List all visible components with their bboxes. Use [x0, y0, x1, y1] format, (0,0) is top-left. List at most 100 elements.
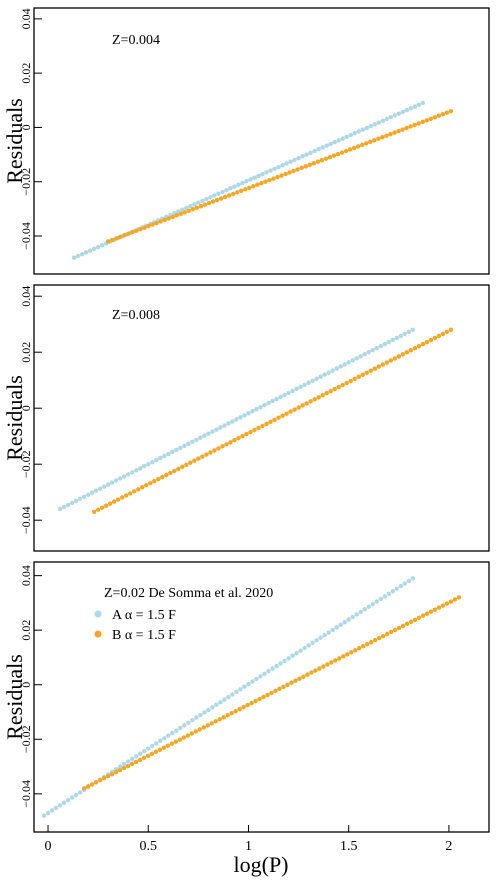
data-point-a	[310, 378, 315, 383]
data-point-b	[128, 491, 133, 496]
data-point-a	[398, 583, 404, 589]
data-point-b	[136, 487, 141, 492]
data-point-a	[284, 161, 289, 166]
data-point-b	[372, 637, 378, 643]
data-point-b	[263, 179, 268, 184]
data-point-a	[388, 115, 393, 120]
data-point-a	[188, 203, 193, 209]
data-point-a	[282, 658, 287, 664]
data-point-b	[388, 629, 394, 635]
data-point-a	[218, 425, 223, 430]
data-point-b	[436, 333, 442, 339]
data-point-b	[95, 507, 101, 512]
data-point-b	[292, 407, 297, 412]
data-point-b	[118, 234, 123, 240]
data-point-b	[192, 458, 197, 463]
data-point-b	[364, 370, 369, 375]
data-point-a	[362, 352, 367, 357]
data-point-b	[408, 348, 414, 353]
data-point-b	[408, 124, 413, 129]
data-point-a	[400, 109, 406, 115]
data-point-b	[129, 761, 135, 767]
series-a-points	[57, 327, 416, 512]
data-point-b	[206, 200, 212, 206]
series-a-points	[71, 100, 426, 260]
data-point-b	[216, 446, 221, 451]
data-point-b	[164, 472, 169, 478]
data-point-a	[354, 612, 359, 617]
data-point-a	[306, 380, 311, 385]
data-point-a	[158, 455, 163, 461]
data-point-b	[428, 116, 433, 122]
data-point-b	[293, 678, 298, 683]
data-point-b	[253, 698, 258, 704]
data-point-b	[198, 203, 204, 209]
data-point-b	[252, 427, 257, 433]
annotation: Z=0.004	[112, 33, 160, 48]
data-point-b	[229, 711, 234, 716]
data-point-b	[347, 147, 353, 152]
data-point-a	[404, 107, 410, 113]
data-point-b	[400, 623, 406, 629]
data-point-b	[296, 405, 301, 410]
data-point-a	[278, 661, 283, 666]
data-point-a	[184, 205, 189, 211]
data-point-b	[333, 658, 338, 663]
data-point-b	[303, 164, 308, 169]
data-point-a	[214, 427, 219, 432]
data-point-a	[384, 116, 389, 122]
data-point-b	[380, 362, 385, 367]
data-point-b	[343, 148, 349, 154]
data-point-b	[109, 771, 115, 777]
data-point-a	[57, 803, 63, 808]
data-point-b	[257, 696, 262, 702]
data-point-b	[352, 376, 357, 382]
data-point-b	[344, 380, 349, 386]
data-point-a	[204, 196, 209, 202]
y-ticks: −0.04 −0.02 0 0.02 0.04	[19, 286, 42, 534]
y-tick-label: −0.02	[19, 725, 33, 753]
data-point-b	[285, 682, 290, 687]
data-point-a	[342, 362, 347, 367]
data-point-b	[89, 782, 95, 787]
data-point-a	[97, 486, 103, 491]
data-point-a	[396, 111, 402, 116]
data-point-a	[101, 484, 107, 489]
data-point-a	[238, 415, 243, 420]
data-point-a	[270, 398, 275, 404]
data-point-b	[321, 664, 326, 669]
data-point-b	[124, 493, 129, 498]
data-point-a	[250, 409, 255, 414]
data-point-a	[282, 392, 287, 398]
data-point-a	[202, 433, 207, 438]
data-point-b	[353, 648, 358, 653]
data-point-b	[396, 354, 402, 359]
data-point-b	[420, 119, 425, 125]
data-point-b	[113, 769, 119, 775]
data-point-a	[53, 805, 59, 811]
data-point-a	[362, 607, 367, 612]
data-point-b	[142, 225, 147, 230]
data-point-a	[294, 386, 299, 392]
data-point-b	[384, 360, 389, 365]
data-point-b	[432, 335, 438, 341]
data-point-b	[324, 390, 329, 396]
data-point-b	[101, 776, 107, 781]
data-point-b	[146, 223, 151, 229]
data-point-a	[368, 123, 373, 129]
data-point-b	[157, 747, 163, 752]
data-point-a	[312, 148, 317, 154]
data-point-a	[292, 157, 297, 163]
data-point-b	[448, 327, 454, 332]
data-point-b	[336, 384, 341, 390]
data-point-a	[270, 666, 275, 671]
data-point-a	[206, 431, 211, 436]
annotation: Z=0.008	[112, 308, 160, 323]
data-point-a	[378, 596, 383, 602]
data-point-b	[105, 239, 111, 244]
data-point-b	[162, 217, 167, 223]
data-point-a	[238, 687, 243, 692]
data-point-a	[224, 187, 229, 193]
data-point-b	[265, 692, 270, 698]
